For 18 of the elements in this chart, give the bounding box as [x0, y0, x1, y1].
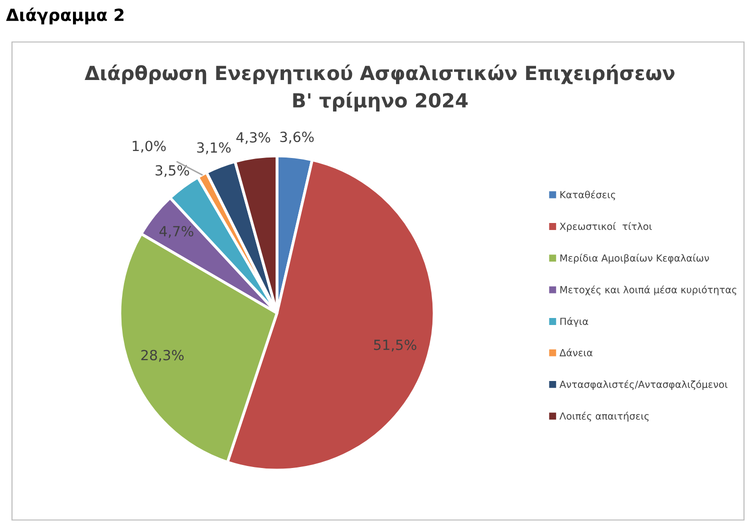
data-label: 3,1% — [197, 142, 231, 154]
legend-label: Μετοχές και λοιπά μέσα κυριότητας — [560, 285, 736, 296]
data-label: 1,0% — [132, 140, 166, 153]
chart-title: Διάρθρωση Ενεργητικού Ασφαλιστικών Επιχειρήσεων Β' τρίμηνο 2024 — [84, 64, 675, 112]
legend-label: Μερίδια Αμοιβαίων Κεφαλαίων — [560, 254, 709, 264]
data-label: 51,5% — [374, 340, 416, 352]
legend-label: Καταθέσεις — [560, 190, 616, 200]
legend-label: Χρεωστικοί τίτλοι — [560, 222, 652, 232]
data-label: 4,3% — [236, 132, 270, 144]
legend-label: Αντασφαλιστές/Αντασφαλιζόμενοι — [560, 380, 728, 390]
legend-label: Λοιπές απαιτήσεις — [560, 412, 649, 422]
data-label: 3,5% — [156, 165, 190, 178]
legend-label: Δάνεια — [560, 348, 592, 356]
data-label: 28,3% — [141, 350, 184, 362]
text: Διάγραμμα 2 — [6, 8, 124, 24]
data-label: 4,7% — [159, 226, 194, 238]
data-label: 3,6% — [280, 132, 314, 144]
legend-label: Πάγια — [560, 317, 588, 327]
